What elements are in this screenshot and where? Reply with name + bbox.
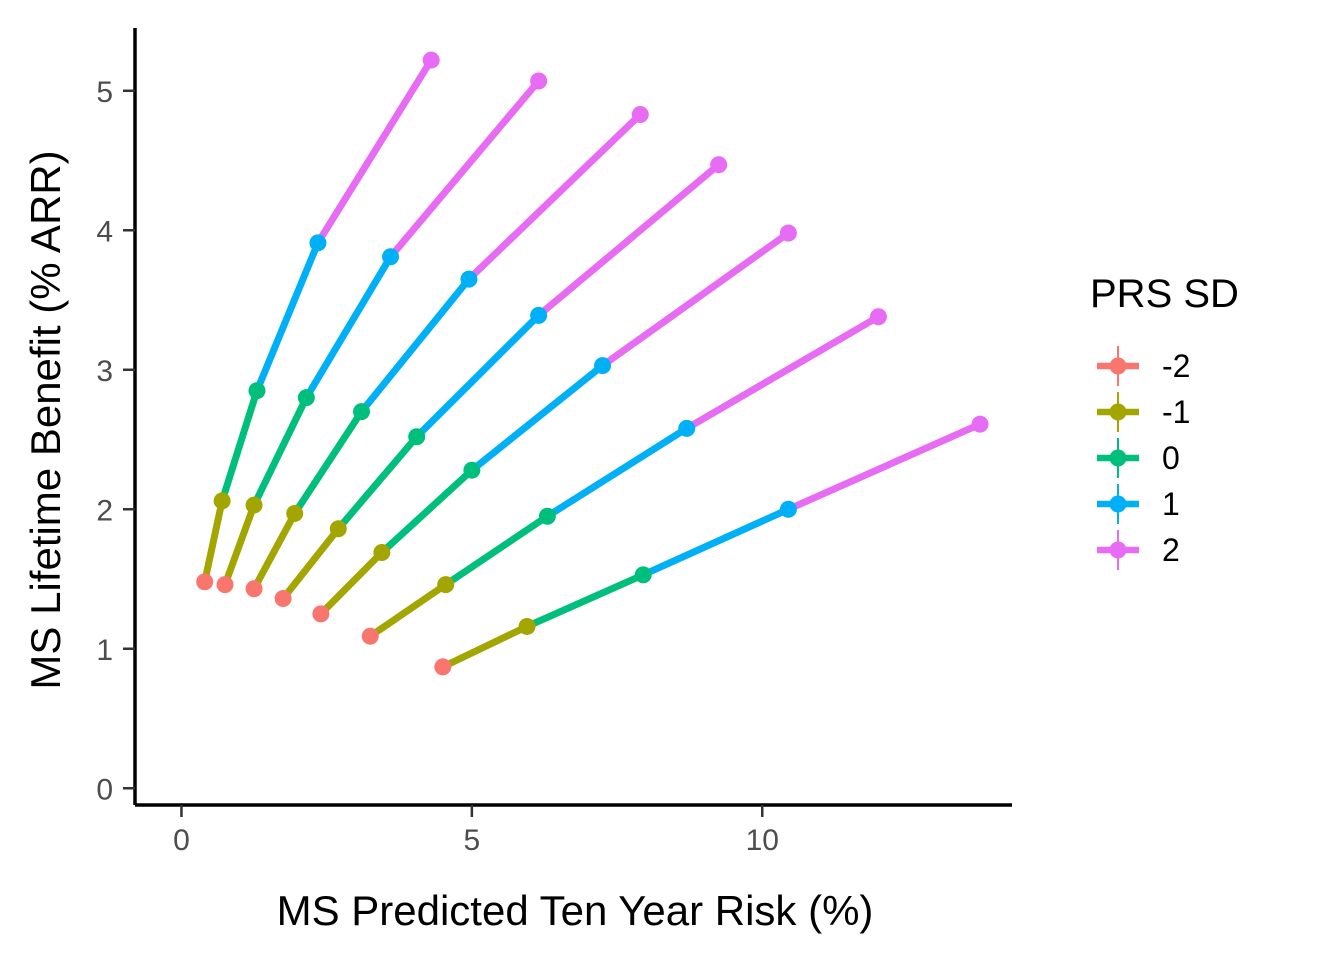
x-axis-title: MS Predicted Ten Year Risk (%) — [277, 887, 874, 934]
series-segment-3-3 — [536, 162, 721, 319]
legend-title: PRS SD — [1090, 272, 1239, 316]
data-point-5-3 — [678, 419, 696, 437]
series-segment-2-1 — [291, 409, 365, 516]
series-segment-4-3 — [600, 230, 791, 369]
data-point-1-4 — [530, 72, 548, 90]
legend-key-2: 2 — [1097, 530, 1180, 570]
legend: PRS SD -2 -1 0 1 2 — [1090, 272, 1239, 570]
series-segment-1-3 — [387, 78, 542, 260]
legend-label: 0 — [1162, 440, 1180, 476]
data-point-5-0 — [361, 627, 379, 645]
data-point-6-0 — [434, 658, 452, 676]
series-segment-2-3 — [466, 111, 643, 282]
legend-label: 1 — [1162, 486, 1180, 522]
data-point-5-4 — [869, 308, 887, 326]
series-segment-0-1 — [218, 389, 261, 502]
series-segment-5-2 — [545, 425, 689, 520]
data-point-0-1 — [213, 492, 231, 510]
y-tick-label: 4 — [96, 215, 113, 248]
data-point-2-0 — [245, 580, 263, 598]
x-tick-label: 5 — [464, 824, 481, 857]
data-point-6-4 — [971, 415, 989, 433]
data-point-0-3 — [309, 234, 327, 252]
data-point-2-1 — [286, 504, 304, 522]
legend-key-1: 1 — [1097, 484, 1180, 524]
data-point-1-0 — [216, 576, 234, 594]
data-point-6-1 — [518, 617, 536, 635]
series-segment-1-0 — [221, 503, 258, 586]
y-tick-label: 2 — [96, 494, 113, 527]
legend-key-0: 0 — [1097, 438, 1180, 478]
plot-area — [196, 51, 989, 676]
legend-label: 2 — [1162, 532, 1180, 568]
series-segment-2-2 — [358, 276, 472, 414]
data-point-3-4 — [710, 156, 728, 174]
data-point-4-2 — [463, 461, 481, 479]
legend-point — [1109, 403, 1127, 421]
y-axis-title: MS Lifetime Benefit (% ARR) — [22, 150, 69, 689]
legend-key--1: -1 — [1097, 392, 1190, 432]
legend-point — [1109, 357, 1127, 375]
legend-label: -1 — [1162, 394, 1190, 430]
series-segment-2-0 — [250, 511, 298, 591]
series-segment-0-3 — [314, 58, 435, 245]
data-point-5-1 — [437, 576, 455, 594]
data-point-4-1 — [373, 544, 391, 562]
series-segment-0-0 — [201, 500, 226, 583]
series-segment-5-1 — [443, 513, 550, 588]
data-point-6-2 — [634, 566, 652, 584]
series-segment-5-3 — [684, 313, 881, 432]
data-point-3-0 — [274, 590, 292, 608]
series-segment-6-2 — [641, 506, 790, 579]
y-tick-label: 1 — [96, 634, 113, 667]
legend-label: -2 — [1162, 348, 1190, 384]
series-segment-3-0 — [280, 526, 342, 601]
legend-point — [1109, 449, 1127, 467]
data-point-3-1 — [329, 520, 347, 538]
legend-point — [1109, 495, 1127, 513]
series-segment-5-0 — [368, 581, 448, 640]
series-segment-6-3 — [786, 420, 982, 513]
series-segment-1-1 — [250, 396, 310, 507]
data-point-4-3 — [594, 357, 612, 375]
data-point-4-4 — [779, 224, 797, 242]
axes — [133, 28, 1012, 807]
y-tick-label: 0 — [96, 773, 113, 806]
data-point-2-4 — [631, 105, 649, 123]
data-point-1-1 — [245, 496, 263, 514]
data-point-1-2 — [297, 389, 315, 407]
series-segment-4-1 — [379, 467, 475, 556]
data-point-2-3 — [460, 270, 478, 288]
series-segment-6-1 — [525, 571, 645, 630]
series-segment-4-0 — [318, 550, 385, 617]
series-segment-1-2 — [303, 254, 394, 400]
series-segment-6-0 — [441, 623, 529, 671]
y-tick-label: 5 — [96, 76, 113, 109]
x-tick-label: 10 — [746, 824, 779, 857]
series-segment-0-2 — [253, 241, 322, 393]
series-segment-3-1 — [335, 434, 420, 532]
legend-point — [1109, 541, 1127, 559]
data-point-0-0 — [196, 573, 214, 591]
data-point-4-0 — [312, 605, 330, 623]
series-segment-4-2 — [469, 362, 605, 473]
y-tick-label: 3 — [96, 355, 113, 388]
ticks: 0 5 10 0 1 2 3 4 5 — [96, 76, 779, 857]
data-point-3-2 — [408, 428, 426, 446]
legend-key--2: -2 — [1097, 346, 1190, 386]
data-point-5-2 — [538, 507, 556, 525]
x-tick-label: 0 — [173, 824, 190, 857]
data-point-6-3 — [779, 500, 797, 518]
data-point-2-2 — [353, 403, 371, 421]
data-point-3-3 — [530, 306, 548, 324]
data-point-1-3 — [382, 248, 400, 266]
data-point-0-2 — [248, 382, 266, 400]
data-point-0-4 — [422, 51, 440, 69]
series-segment-3-2 — [414, 312, 542, 440]
